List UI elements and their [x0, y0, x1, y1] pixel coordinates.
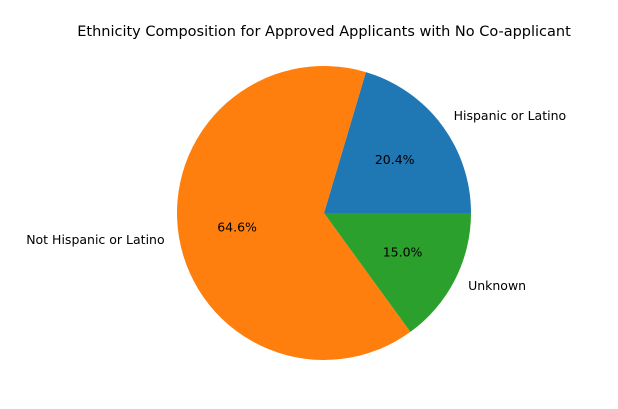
- pie-slice-hispanic-or-latino: [324, 72, 471, 214]
- slice-percent-unknown: 15.0%: [383, 245, 423, 260]
- pie-slice-not-hispanic-or-latino: [176, 65, 411, 360]
- slice-label-not-hispanic-or-latino: Not Hispanic or Latino: [26, 232, 164, 247]
- chart-title: Ethnicity Composition for Approved Appli…: [77, 24, 571, 40]
- slice-label-unknown: Unknown: [468, 278, 526, 293]
- pie-labels: Hispanic or Latino 20.4% Not Hispanic or L…: [26, 108, 566, 293]
- slice-percent-hispanic-or-latino: 20.4%: [375, 152, 415, 167]
- pie-slices: [176, 65, 471, 360]
- slice-percent-not-hispanic-or-latino: 64.6%: [217, 219, 257, 234]
- slice-label-hispanic-or-latino: Hispanic or Latino: [454, 108, 567, 123]
- pie-slice-unknown: [324, 213, 471, 332]
